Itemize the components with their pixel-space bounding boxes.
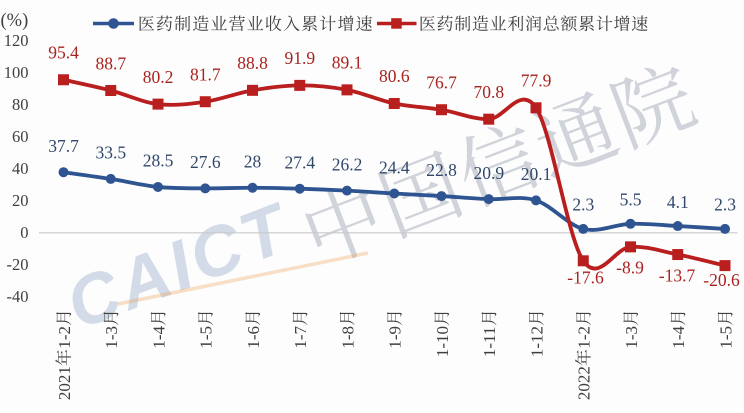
svg-text:91.9: 91.9	[284, 48, 315, 68]
svg-text:40: 40	[12, 159, 29, 178]
svg-text:-13.7: -13.7	[659, 265, 696, 285]
svg-text:1-4: 1-4	[149, 325, 168, 348]
svg-text:1-10: 1-10	[433, 326, 452, 357]
svg-text:20: 20	[12, 191, 29, 210]
svg-text:2022: 2022	[575, 366, 594, 400]
svg-text:60: 60	[12, 127, 29, 146]
svg-text:1-4: 1-4	[669, 325, 688, 348]
svg-text:28.5: 28.5	[143, 151, 174, 171]
svg-text:27.4: 27.4	[284, 152, 315, 172]
svg-text:1-8: 1-8	[338, 326, 357, 349]
svg-text:70.8: 70.8	[473, 82, 504, 102]
svg-text:1-7: 1-7	[291, 325, 310, 348]
svg-text:1-11: 1-11	[480, 327, 499, 358]
svg-text:2.3: 2.3	[572, 195, 594, 215]
svg-text:24.4: 24.4	[379, 157, 410, 177]
svg-text:1-2: 1-2	[575, 326, 594, 349]
svg-text:2.3: 2.3	[714, 195, 736, 215]
svg-text:28: 28	[244, 151, 262, 171]
svg-text:20.9: 20.9	[473, 163, 504, 183]
svg-text:1-5: 1-5	[197, 326, 216, 349]
svg-text:4.1: 4.1	[667, 192, 689, 212]
svg-text:(%): (%)	[1, 11, 29, 31]
svg-text:88.7: 88.7	[95, 53, 126, 73]
svg-text:1-6: 1-6	[244, 326, 263, 349]
svg-text:1-9: 1-9	[386, 326, 405, 349]
svg-text:27.6: 27.6	[190, 152, 221, 172]
svg-text:-8.9: -8.9	[616, 257, 644, 277]
svg-text:100: 100	[4, 63, 29, 82]
svg-text:76.7: 76.7	[426, 72, 457, 92]
svg-text:80.6: 80.6	[379, 66, 410, 86]
svg-text:33.5: 33.5	[95, 143, 126, 163]
svg-text:77.9: 77.9	[521, 71, 552, 91]
svg-text:-20: -20	[7, 255, 29, 274]
svg-text:1-3: 1-3	[622, 326, 641, 349]
svg-text:89.1: 89.1	[332, 53, 363, 73]
svg-text:0: 0	[20, 223, 28, 242]
svg-text:-20.6: -20.6	[703, 270, 740, 290]
svg-text:80.2: 80.2	[143, 67, 174, 87]
svg-text:20.1: 20.1	[521, 164, 552, 184]
svg-text:88.8: 88.8	[237, 53, 268, 73]
svg-text:26.2: 26.2	[332, 154, 363, 174]
svg-text:5.5: 5.5	[620, 190, 642, 210]
svg-text:22.8: 22.8	[426, 160, 457, 180]
svg-text:95.4: 95.4	[48, 43, 79, 63]
svg-text:120: 120	[4, 31, 29, 50]
svg-text:2021: 2021	[55, 366, 74, 400]
svg-text:-17.6: -17.6	[567, 267, 604, 287]
svg-text:1-5: 1-5	[716, 326, 735, 349]
svg-text:1-12: 1-12	[527, 326, 546, 357]
svg-text:-40: -40	[7, 287, 29, 306]
svg-text:80: 80	[12, 95, 29, 114]
svg-text:37.7: 37.7	[48, 136, 79, 156]
svg-text:81.7: 81.7	[190, 64, 221, 84]
svg-text:1-3: 1-3	[102, 326, 121, 349]
svg-text:1-2: 1-2	[55, 326, 74, 349]
